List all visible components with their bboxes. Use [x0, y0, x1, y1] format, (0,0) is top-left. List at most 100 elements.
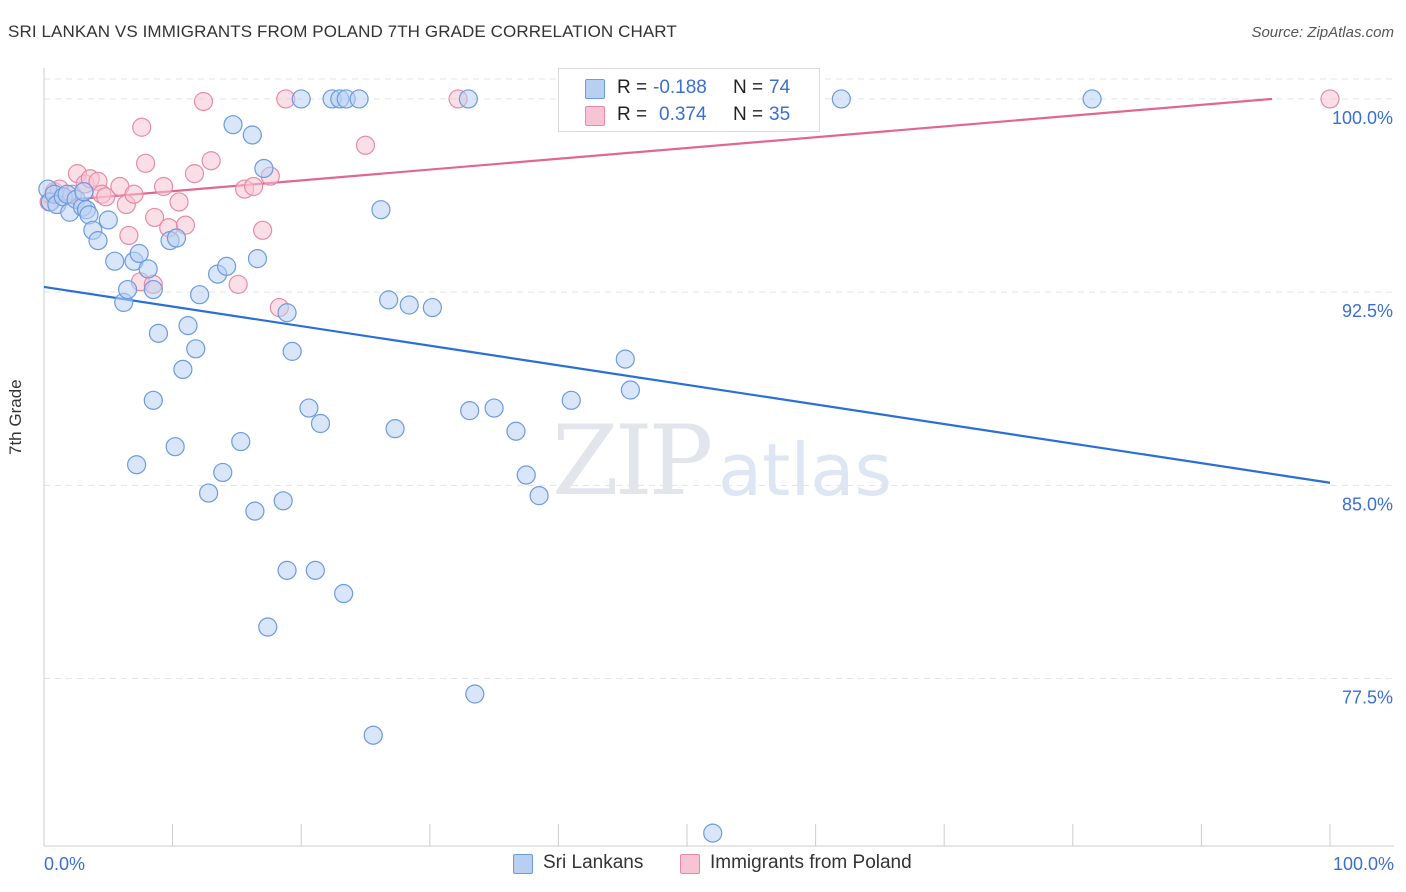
point-sri-lankans: [422, 297, 442, 318]
point-sri-lankans: [173, 359, 193, 380]
point-sri-lankans: [561, 390, 581, 410]
point-sri-lankans: [484, 398, 504, 418]
point-sri-lankans: [460, 401, 480, 421]
point-sri-lankans: [363, 725, 383, 745]
point-sri-lankans: [148, 323, 169, 343]
point-sri-lankans: [277, 560, 297, 580]
point-sri-lankans: [379, 290, 399, 310]
point-sri-lankans: [299, 398, 319, 418]
point-sri-lankans: [165, 437, 185, 457]
point-sri-lankans: [529, 486, 549, 506]
point-sri-lankans: [277, 303, 297, 323]
point-sri-lankans: [349, 89, 369, 109]
point-sri-lankans: [305, 560, 325, 580]
point-poland: [1320, 89, 1340, 109]
point-sri-lankans: [143, 279, 163, 300]
point-sri-lankans: [458, 89, 478, 109]
point-sri-lankans: [831, 89, 851, 109]
point-sri-lankans: [231, 431, 251, 452]
point-sri-lankans: [98, 210, 118, 230]
legend-n-label: N =: [733, 104, 764, 125]
point-sri-lankans: [282, 341, 302, 361]
point-sri-lankans: [254, 158, 274, 179]
y-tick-label: 77.5%: [1342, 688, 1393, 708]
y-tick-label: 100.0%: [1332, 108, 1393, 128]
legend-swatch-pink: [585, 106, 605, 126]
y-tick-labels: 100.0% 92.5% 85.0% 77.5%: [1332, 108, 1393, 708]
point-sri-lankans: [399, 295, 419, 315]
point-sri-lankans: [217, 256, 237, 276]
point-sri-lankans: [129, 243, 149, 264]
point-poland: [132, 117, 152, 137]
point-poland: [135, 153, 156, 173]
point-sri-lankans: [703, 823, 723, 843]
legend-r-label: R =: [617, 104, 648, 125]
bottom-legend-label: Immigrants from Poland: [710, 852, 912, 873]
legend-swatch-blue: [585, 79, 605, 99]
point-sri-lankans: [178, 316, 198, 336]
point-poland: [228, 274, 248, 294]
point-sri-lankans: [247, 249, 268, 269]
point-sri-lankans: [138, 259, 158, 279]
watermark-atlas: atlas: [718, 428, 892, 512]
trend-line-sri-lankans: [43, 285, 1331, 484]
point-sri-lankans: [291, 89, 311, 109]
y-tick-label: 92.5%: [1342, 301, 1393, 321]
point-sri-lankans: [334, 583, 354, 604]
point-sri-lankans: [166, 228, 187, 248]
point-sri-lankans: [258, 617, 278, 637]
source-label: Source: ZipAtlas.com: [1251, 24, 1394, 41]
bottom-legend-label: Sri Lankans: [543, 852, 644, 873]
point-sri-lankans: [199, 483, 219, 503]
point-sri-lankans: [74, 182, 94, 202]
bottom-legend-swatch-blue: [513, 854, 533, 874]
y-tick-label: 85.0%: [1342, 494, 1393, 514]
data-points: [38, 89, 1340, 843]
legend-r-value: -0.188: [653, 77, 707, 98]
gridlines: [44, 78, 1394, 680]
point-sri-lankans: [213, 462, 233, 483]
point-sri-lankans: [620, 380, 641, 400]
legend-n-label: N =: [733, 77, 764, 98]
point-sri-lankans: [190, 285, 210, 305]
point-sri-lankans: [506, 421, 526, 441]
point-sri-lankans: [465, 684, 485, 704]
point-sri-lankans: [88, 231, 108, 251]
point-sri-lankans: [310, 413, 331, 434]
legend-r-value: 0.374: [659, 104, 707, 125]
point-sri-lankans: [615, 349, 635, 369]
point-poland: [96, 187, 116, 207]
point-poland: [201, 151, 221, 171]
point-sri-lankans: [126, 455, 147, 475]
bottom-legend-swatch-pink: [680, 854, 700, 874]
point-sri-lankans: [186, 339, 206, 359]
x-tick-label-left: 0.0%: [44, 854, 85, 874]
point-poland: [119, 225, 139, 246]
chart-title: SRI LANKAN VS IMMIGRANTS FROM POLAND 7TH…: [8, 22, 677, 41]
point-sri-lankans: [273, 491, 293, 511]
point-sri-lankans: [143, 390, 163, 410]
legend-n-value: 74: [769, 77, 791, 98]
point-sri-lankans: [385, 419, 405, 439]
point-poland: [169, 192, 189, 212]
point-sri-lankans: [371, 200, 391, 220]
point-poland: [144, 207, 165, 228]
legend-r-label: R =: [617, 77, 648, 98]
point-poland: [184, 164, 205, 184]
point-poland: [193, 91, 214, 112]
legend-n-value: 35: [769, 104, 791, 125]
point-sri-lankans: [245, 501, 265, 521]
point-sri-lankans: [223, 115, 243, 135]
point-sri-lankans: [117, 279, 138, 300]
point-sri-lankans: [242, 125, 262, 145]
point-poland: [253, 220, 273, 240]
point-poland: [124, 184, 144, 204]
legend: R = -0.188 N = 74 R = 0.374 N = 35: [558, 68, 820, 132]
point-poland: [355, 135, 376, 155]
point-sri-lankans: [1082, 89, 1102, 109]
watermark-zip: ZIP: [552, 405, 713, 517]
point-poland: [244, 176, 264, 197]
point-poland: [153, 176, 174, 197]
point-sri-lankans: [105, 251, 125, 271]
